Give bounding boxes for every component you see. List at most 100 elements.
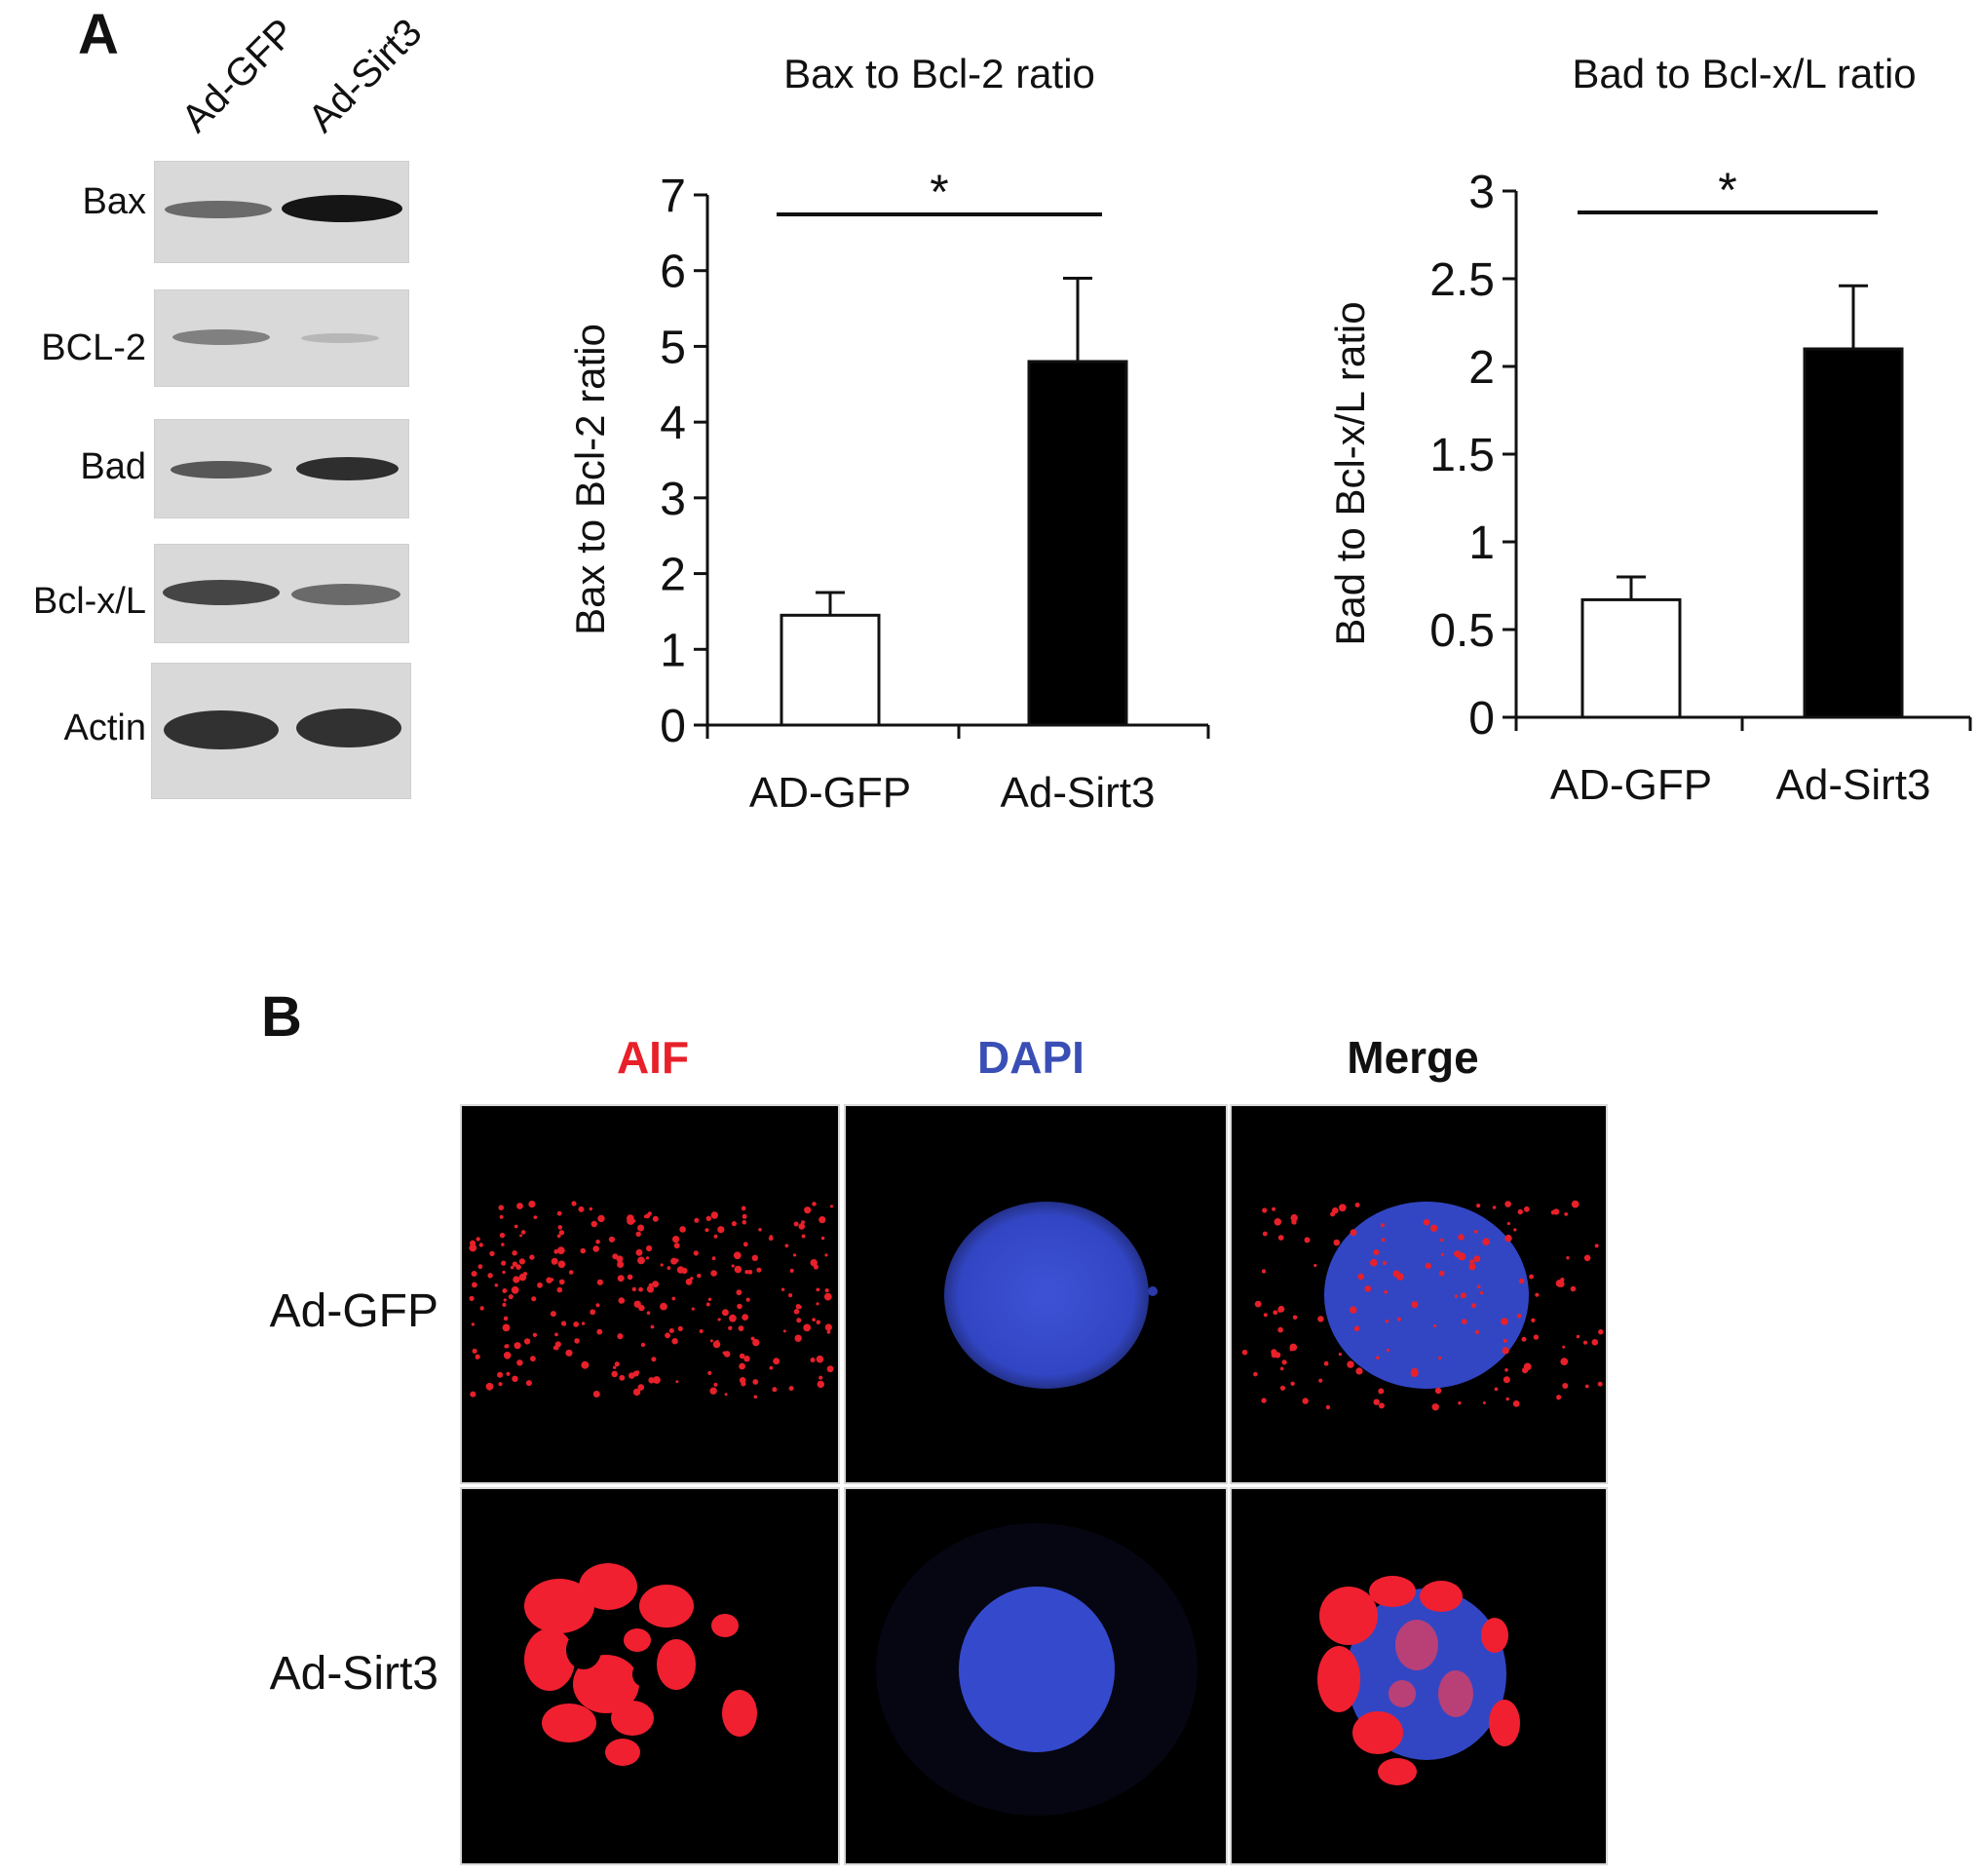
row-label-ad-sirt3: Ad-Sirt3 (269, 1648, 438, 1700)
aif-punctum (1482, 1238, 1490, 1245)
aif-punctum (1503, 1376, 1510, 1384)
aif-punctum (637, 1384, 645, 1391)
aif-punctum (756, 1267, 762, 1273)
aif-punctum (512, 1250, 517, 1256)
aif-punctum (1411, 1301, 1419, 1309)
aif-punctum (1355, 1367, 1363, 1375)
y-tick-label: 3 (660, 474, 686, 525)
aif-punctum (618, 1297, 626, 1304)
aif-punctum (1353, 1325, 1360, 1332)
aif-punctum (1594, 1244, 1599, 1248)
aif-punctum (652, 1281, 660, 1288)
aif-punctum (801, 1234, 806, 1239)
aif-punctum (804, 1206, 812, 1214)
aif-punctum (750, 1336, 755, 1341)
aif-punctum (1517, 1208, 1523, 1215)
aif-punctum (1429, 1224, 1438, 1232)
aif-punctum (803, 1323, 812, 1332)
aif-punctum (672, 1236, 680, 1244)
aif-punctum (1591, 1339, 1599, 1346)
aif-punctum (744, 1270, 749, 1275)
aif-punctum (747, 1269, 753, 1275)
aif-punctum (739, 1377, 746, 1384)
bar-ad-sirt3 (1803, 347, 1904, 719)
aif-punctum (640, 1342, 646, 1348)
aif-punctum (1262, 1231, 1268, 1237)
aif-punctum (1289, 1348, 1293, 1352)
aif-punctum (1271, 1349, 1277, 1356)
y-tick-label: 1.5 (1429, 430, 1495, 481)
aif-punctum (519, 1234, 523, 1238)
aif-punctum (1552, 1208, 1560, 1215)
aif-punctum (1290, 1381, 1295, 1386)
aif-punctum (798, 1223, 806, 1230)
aif-punctum (1440, 1252, 1444, 1256)
x-tick-label: AD-GFP (749, 769, 911, 817)
aif-punctum (723, 1351, 731, 1358)
aif-punctum (554, 1332, 558, 1337)
aif-punctum (1262, 1207, 1268, 1213)
aif-punctum (734, 1265, 742, 1274)
aif-punctum (627, 1214, 634, 1222)
aif-punctum (619, 1374, 626, 1381)
aif-punctum (1302, 1397, 1309, 1404)
aif-punctum (1304, 1237, 1311, 1244)
aif-punctum (1387, 1348, 1390, 1353)
aif-punctum (510, 1265, 514, 1270)
aif-punctum (499, 1214, 504, 1219)
aif-punctum (617, 1275, 625, 1283)
aif-punctum (528, 1201, 536, 1208)
aif-punctum (1482, 1401, 1486, 1404)
aif-punctum (731, 1221, 737, 1227)
y-axis-label: Bax to Bcl-2 ratio (567, 324, 613, 635)
aif-punctum (753, 1395, 758, 1399)
aif-punctum (736, 1289, 742, 1296)
aif-punctum (1410, 1369, 1419, 1377)
aif-punctum (1373, 1249, 1380, 1255)
aif-punctum (532, 1332, 538, 1337)
micrograph-merge-ad-sirt3 (1230, 1487, 1608, 1865)
band-actin-ad-sirt3 (296, 708, 401, 747)
blot-label-bax: Bax (82, 181, 146, 222)
aif-punctum (571, 1201, 577, 1206)
aif-punctum (645, 1256, 650, 1260)
aif-punctum (590, 1220, 597, 1228)
aif-punctum (523, 1338, 531, 1345)
aif-punctum (1440, 1238, 1444, 1243)
significance-marker: * (930, 165, 948, 219)
aif-punctum (1370, 1258, 1378, 1267)
aif-punctum (1504, 1234, 1512, 1243)
aif-punctum (1458, 1401, 1462, 1405)
aif-punctum (650, 1324, 655, 1329)
aif-punctum (694, 1217, 700, 1223)
row-label-ad-gfp: Ad-GFP (269, 1285, 438, 1337)
aif-punctum (710, 1211, 718, 1219)
aif-punctum (1454, 1294, 1459, 1298)
aif-punctum (1494, 1387, 1499, 1392)
aif-punctum (1434, 1387, 1442, 1395)
aif-punctum (1292, 1220, 1297, 1225)
aif-punctum (713, 1234, 718, 1239)
aif-punctum (709, 1387, 717, 1395)
stain-label-dapi: DAPI (977, 1032, 1085, 1083)
aif-punctum (627, 1274, 633, 1281)
aif-punctum (739, 1362, 745, 1370)
aif-punctum (768, 1236, 774, 1242)
aif-punctum (1473, 1230, 1478, 1234)
aif-punctum (469, 1244, 477, 1252)
aif-punctum (817, 1380, 824, 1389)
aif-punctum (516, 1359, 523, 1366)
aif-punctum (648, 1286, 654, 1293)
aif-punctum (581, 1360, 590, 1369)
y-tick-label: 7 (660, 171, 686, 222)
aif-punctum (502, 1288, 508, 1293)
aif-punctum (772, 1387, 778, 1393)
aif-punctum (737, 1303, 742, 1310)
aif-punctum (476, 1237, 480, 1242)
aif-punctum (617, 1261, 625, 1268)
aif-punctum (1277, 1235, 1284, 1241)
aif-punctum (501, 1260, 507, 1266)
y-tick-label: 0 (660, 701, 686, 752)
band-bad-ad-gfp (171, 461, 272, 479)
aif-punctum (826, 1365, 834, 1373)
